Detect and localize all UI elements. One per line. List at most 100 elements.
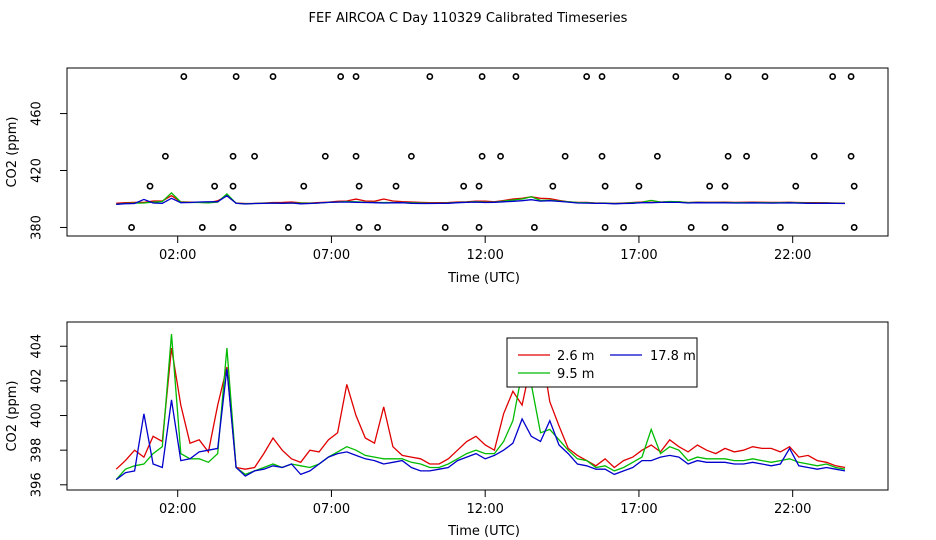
top-data-point bbox=[441, 224, 449, 231]
top-data-point bbox=[721, 224, 729, 231]
bottom-y-tick-label: 400 bbox=[30, 403, 45, 428]
bottom-series-line-9-5-m bbox=[115, 334, 846, 481]
bottom-panel: 396 398 400 402 404 02:00 07:00 12:00 17:00 22:0… bbox=[5, 321, 889, 539]
legend: 2.6 m 9.5 m 17.8 m bbox=[506, 337, 698, 388]
page-title: FEF AIRCOA C Day 110329 Calibrated Times… bbox=[309, 11, 628, 26]
top-data-point bbox=[355, 224, 363, 231]
legend-label-9-5m: 9.5 m bbox=[557, 367, 594, 382]
top-data-point bbox=[161, 152, 169, 160]
bottom-y-axis-title: CO2 (ppm) bbox=[5, 380, 20, 451]
bottom-y-tick-label: 396 bbox=[30, 472, 45, 497]
bottom-series-line-17-8-m bbox=[115, 368, 846, 481]
top-data-point bbox=[426, 73, 434, 80]
top-data-point bbox=[128, 224, 135, 231]
top-data-point bbox=[672, 73, 680, 80]
top-y-tick-label: 460 bbox=[30, 101, 45, 126]
bottom-x-axis-title: Time (UTC) bbox=[447, 524, 520, 539]
top-data-point bbox=[620, 224, 627, 231]
top-data-point bbox=[392, 182, 400, 190]
top-data-point bbox=[583, 73, 591, 80]
top-y-tick-label: 420 bbox=[30, 158, 45, 183]
top-data-point bbox=[850, 182, 858, 190]
legend-label-2-6m: 2.6 m bbox=[557, 349, 594, 364]
top-data-point bbox=[229, 224, 237, 231]
top-data-point bbox=[475, 224, 483, 231]
bottom-series-line-2-6-m bbox=[115, 342, 846, 470]
top-data-point bbox=[598, 73, 606, 80]
top-data-point bbox=[721, 182, 729, 190]
bottom-x-tick-label: 07:00 bbox=[313, 502, 350, 517]
top-data-point bbox=[355, 182, 363, 190]
top-y-axis-title: CO2 (ppm) bbox=[5, 116, 20, 187]
top-data-point bbox=[478, 152, 486, 160]
top-data-point bbox=[321, 152, 329, 160]
top-data-point bbox=[601, 182, 609, 190]
bottom-y-axis: 396 398 400 402 404 bbox=[30, 334, 68, 497]
top-data-point bbox=[478, 73, 486, 80]
top-points-group bbox=[128, 73, 858, 231]
top-data-point bbox=[251, 152, 258, 160]
top-data-point bbox=[229, 152, 237, 160]
top-x-tick-label: 12:00 bbox=[466, 248, 503, 263]
top-data-point bbox=[792, 182, 800, 190]
top-data-point bbox=[761, 73, 769, 80]
top-data-point bbox=[601, 224, 609, 231]
top-data-point bbox=[598, 152, 606, 160]
top-data-point bbox=[232, 73, 240, 80]
top-data-point bbox=[561, 152, 569, 160]
top-data-point bbox=[847, 152, 855, 160]
top-data-point bbox=[352, 73, 360, 80]
top-data-point bbox=[229, 182, 237, 190]
top-plot-frame bbox=[66, 67, 889, 237]
top-data-point bbox=[687, 224, 695, 231]
bottom-x-tick-label: 12:00 bbox=[466, 502, 503, 517]
top-data-point bbox=[847, 73, 855, 80]
top-data-point bbox=[284, 224, 292, 231]
top-data-point bbox=[850, 224, 858, 231]
top-data-point bbox=[475, 182, 483, 190]
legend-box bbox=[506, 337, 698, 388]
top-series-line-2 bbox=[116, 194, 846, 205]
top-data-point bbox=[635, 182, 643, 190]
bottom-x-tick-label: 02:00 bbox=[159, 502, 196, 517]
top-data-point bbox=[530, 224, 538, 231]
top-data-point bbox=[724, 152, 732, 160]
bottom-series-group bbox=[115, 334, 846, 481]
top-data-point bbox=[512, 73, 520, 80]
top-data-point bbox=[810, 152, 818, 160]
top-data-point bbox=[374, 224, 381, 231]
top-x-axis-title: Time (UTC) bbox=[447, 271, 520, 286]
top-data-point bbox=[407, 152, 415, 160]
bottom-y-tick-label: 398 bbox=[30, 438, 45, 463]
top-data-point bbox=[300, 182, 308, 190]
bottom-y-tick-label: 402 bbox=[30, 368, 45, 393]
top-data-point bbox=[743, 152, 750, 160]
top-data-point bbox=[146, 182, 154, 190]
top-y-tick-label: 380 bbox=[30, 215, 45, 240]
top-data-point bbox=[460, 182, 468, 190]
top-data-point bbox=[211, 182, 218, 190]
top-x-tick-label: 17:00 bbox=[620, 248, 657, 263]
top-data-point bbox=[706, 182, 714, 190]
top-panel: 380 420 460 02:00 07:00 12:00 17:00 22:00 Time… bbox=[5, 67, 889, 286]
legend-label-17-8m: 17.8 m bbox=[650, 349, 696, 364]
top-data-point bbox=[549, 182, 557, 190]
top-x-tick-label: 22:00 bbox=[774, 248, 811, 263]
top-data-point bbox=[352, 152, 360, 160]
top-data-point bbox=[829, 73, 837, 80]
top-x-tick-label: 02:00 bbox=[159, 248, 196, 263]
top-data-point bbox=[653, 152, 661, 160]
top-series-group bbox=[116, 191, 846, 205]
top-y-axis: 380 420 460 bbox=[30, 101, 68, 240]
bottom-x-tick-label: 17:00 bbox=[620, 502, 657, 517]
top-data-point bbox=[724, 73, 732, 80]
top-data-point bbox=[198, 224, 206, 231]
top-x-tick-label: 07:00 bbox=[313, 248, 350, 263]
top-x-axis: 02:00 07:00 12:00 17:00 22:00 bbox=[159, 235, 811, 263]
top-data-point bbox=[337, 73, 345, 80]
bottom-y-tick-label: 404 bbox=[30, 334, 45, 359]
top-data-point bbox=[776, 224, 784, 231]
bottom-x-axis: 02:00 07:00 12:00 17:00 22:00 bbox=[159, 489, 811, 517]
top-data-point bbox=[180, 73, 188, 80]
